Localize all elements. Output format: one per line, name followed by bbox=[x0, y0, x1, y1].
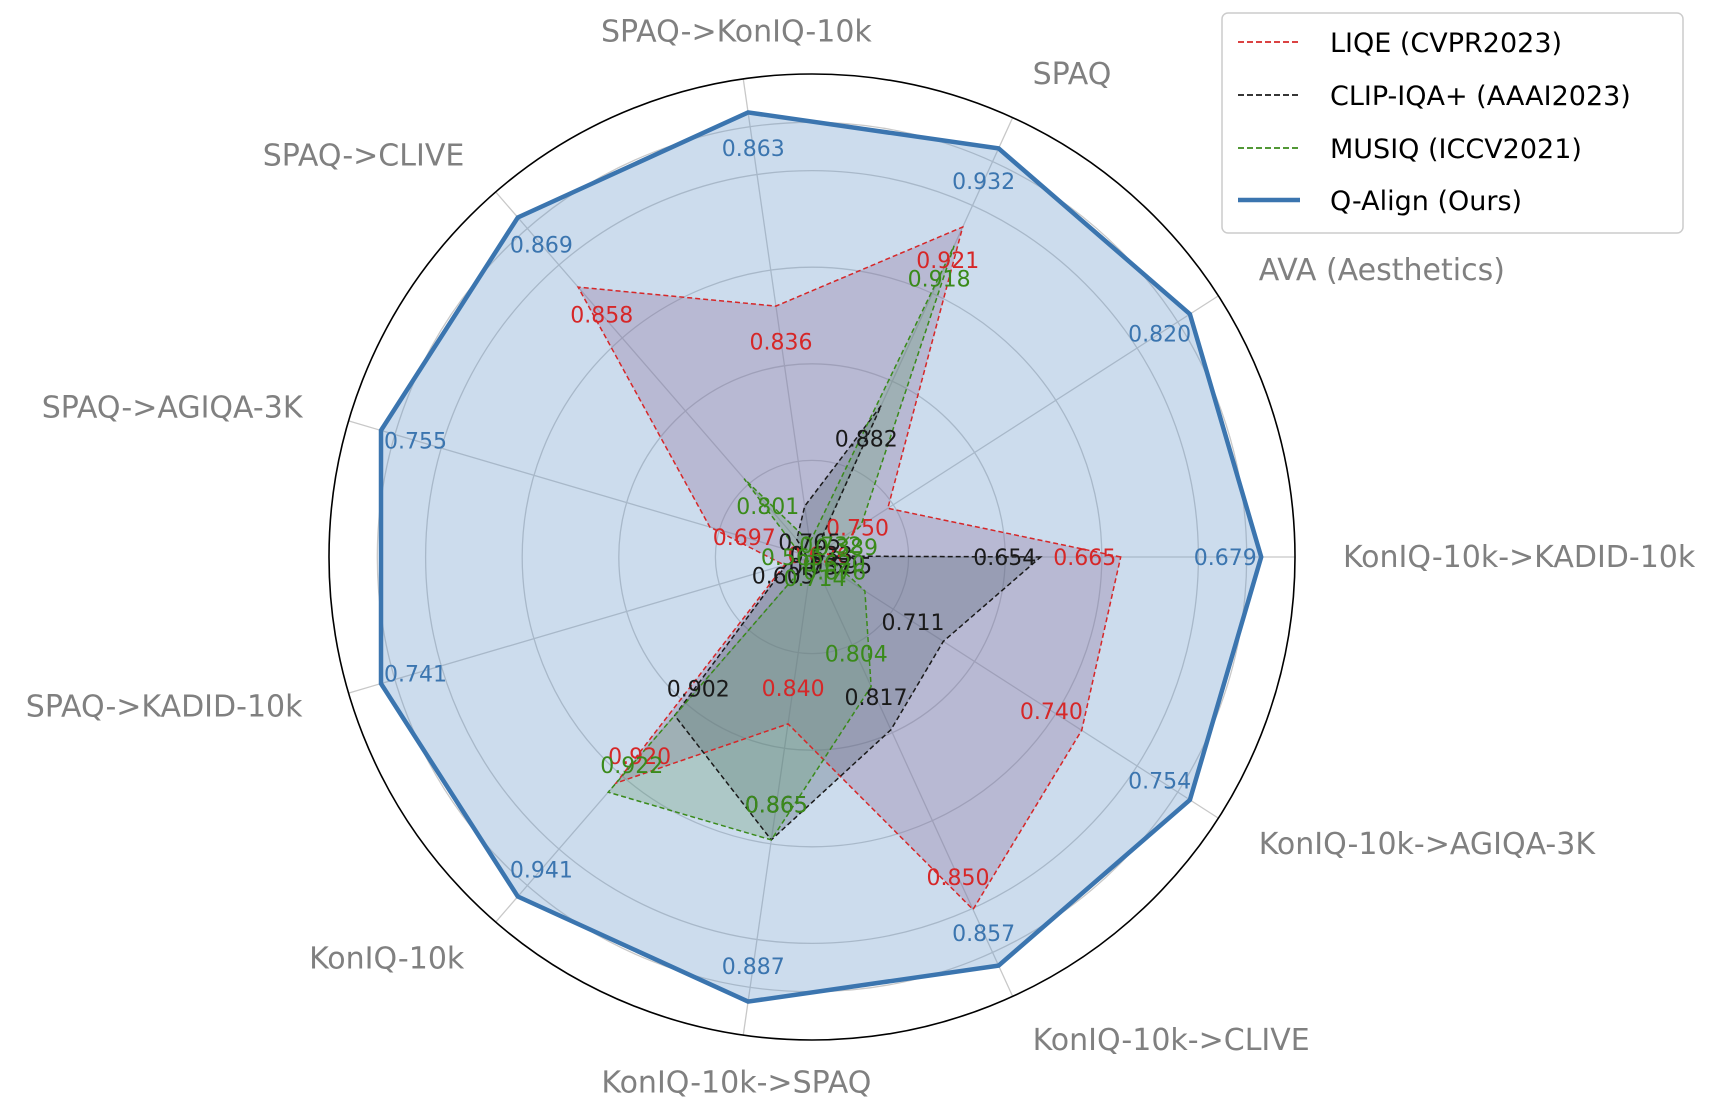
outer-frame bbox=[328, 73, 1296, 1041]
series-fill-q-align-ours bbox=[381, 112, 1262, 1002]
value-label-clip-iqa-aaai2023-spaq-koniq-10k: 0.765 bbox=[778, 531, 841, 556]
value-label-musiq-iccv2021-koniq-10k-kadid-10k: 0.565 bbox=[761, 546, 824, 571]
value-label-musiq-iccv2021-spaq-koniq-10k: 0.714 bbox=[784, 567, 847, 592]
value-label-liqe-cvpr2023-spaq-kadid-10k: 0.636 bbox=[788, 544, 851, 569]
value-label-clip-iqa-aaai2023-spaq: 0.882 bbox=[835, 427, 898, 452]
axis-line-koniq-10k-spaq bbox=[742, 556, 813, 1036]
value-label-q-align-ours-spaq-koniq-10k: 0.863 bbox=[722, 137, 785, 162]
value-label-clip-iqa-aaai2023-spaq-agiqa-3k: 0.595 bbox=[809, 554, 872, 579]
axis-label-koniq-10k-spaq: KonIQ-10k->SPAQ bbox=[601, 1066, 871, 1098]
axis-label-spaq-agiqa-3k: SPAQ->AGIQA-3K bbox=[42, 390, 304, 425]
value-label-liqe-cvpr2023-koniq-10k: 0.920 bbox=[608, 745, 671, 770]
axis-label-spaq: SPAQ bbox=[1033, 57, 1112, 92]
value-label-clip-iqa-aaai2023-koniq-10k-spaq: 0.865 bbox=[745, 793, 808, 818]
value-label-clip-iqa-aaai2023-koniq-10k-clive: 0.817 bbox=[845, 686, 908, 711]
value-label-q-align-ours-ava-aesthetics: 0.820 bbox=[1128, 323, 1191, 348]
value-label-musiq-iccv2021-koniq-10k-clive: 0.804 bbox=[825, 643, 888, 668]
value-label-musiq-iccv2021-spaq-kadid-10k: 0.389 bbox=[815, 536, 878, 561]
value-label-musiq-iccv2021-ava-aesthetics: 0.732 bbox=[799, 534, 862, 559]
series-line-liqe-cvpr2023 bbox=[576, 225, 1122, 911]
series-line-clip-iqa-aaai2023 bbox=[673, 405, 1043, 842]
legend-label-liqe: LIQE (CVPR2023) bbox=[1330, 28, 1562, 59]
legend-label-musiq: MUSIQ (ICCV2021) bbox=[1330, 134, 1582, 165]
series-lines bbox=[378, 110, 1264, 1004]
axis-label-koniq-10k: KonIQ-10k bbox=[309, 941, 465, 976]
value-label-liqe-cvpr2023-koniq-10k-agiqa-3k: 0.740 bbox=[1020, 700, 1083, 725]
value-label-q-align-ours-spaq-agiqa-3k: 0.755 bbox=[384, 430, 447, 455]
value-label-liqe-cvpr2023-ava-aesthetics: 0.750 bbox=[826, 517, 889, 542]
axis-line-spaq-clive bbox=[495, 191, 813, 558]
legend: LIQE (CVPR2023) CLIP-IQA+ (AAAI2023) MUS… bbox=[1221, 12, 1684, 234]
value-label-liqe-cvpr2023-koniq-10k-clive: 0.850 bbox=[927, 866, 990, 891]
axis-line-spaq-kadid-10k bbox=[348, 556, 813, 694]
value-label-clip-iqa-aaai2023-spaq-kadid-10k: 0.633 bbox=[790, 543, 853, 568]
axis-line-koniq-10k-clive bbox=[811, 556, 1014, 997]
value-label-liqe-cvpr2023-spaq: 0.921 bbox=[916, 249, 979, 274]
value-label-musiq-iccv2021-koniq-10k-spaq: 0.865 bbox=[745, 793, 808, 818]
axis-label-koniq-10k-agiqa-3k: KonIQ-10k->AGIQA-3K bbox=[1259, 827, 1597, 862]
axis-line-ava-aesthetics bbox=[811, 295, 1219, 558]
value-label-liqe-cvpr2023-spaq-clive: 0.858 bbox=[570, 303, 633, 328]
series-fill-musiq-iccv2021 bbox=[608, 245, 955, 840]
value-label-musiq-iccv2021-koniq-10k: 0.922 bbox=[600, 754, 663, 779]
value-label-liqe-cvpr2023-koniq-10k-kadid-10k: 0.665 bbox=[1053, 546, 1116, 571]
axis-label-spaq-kadid-10k: SPAQ->KADID-10k bbox=[26, 690, 303, 725]
axis-label-ava-aesthetics: AVA (Aesthetics) bbox=[1259, 253, 1505, 288]
axis-label-koniq-10k-clive: KonIQ-10k->CLIVE bbox=[1033, 1023, 1310, 1058]
series-line-musiq-iccv2021 bbox=[606, 245, 955, 841]
value-label-musiq-iccv2021-spaq: 0.918 bbox=[908, 268, 971, 293]
legend-label-clip-iqa: CLIP-IQA+ (AAAI2023) bbox=[1330, 81, 1631, 112]
value-label-q-align-ours-spaq-clive: 0.869 bbox=[510, 234, 573, 259]
value-label-clip-iqa-aaai2023-koniq-10k-kadid-10k: 0.654 bbox=[973, 546, 1036, 571]
series-fills bbox=[381, 112, 1262, 1002]
value-label-q-align-ours-spaq-kadid-10k: 0.741 bbox=[384, 662, 447, 687]
value-labels: 0.665 0.750 0.921 0.836 0.858 0.697 0.636 0.920… bbox=[384, 137, 1257, 980]
value-label-liqe-cvpr2023-spaq-agiqa-3k: 0.697 bbox=[713, 526, 776, 551]
value-label-clip-iqa-aaai2023-spaq-clive: 0.737 bbox=[789, 556, 852, 581]
value-label-liqe-cvpr2023-spaq-koniq-10k: 0.836 bbox=[750, 331, 813, 356]
value-label-clip-iqa-aaai2023-koniq-10k: 0.902 bbox=[667, 677, 730, 702]
value-label-q-align-ours-spaq: 0.932 bbox=[952, 170, 1015, 195]
value-label-liqe-cvpr2023-koniq-10k-spaq: 0.840 bbox=[762, 677, 825, 702]
value-label-clip-iqa-aaai2023-koniq-10k-agiqa-3k: 0.711 bbox=[882, 611, 945, 636]
axis-line-koniq-10k-agiqa-3k bbox=[811, 556, 1219, 819]
axis-line-spaq-koniq-10k bbox=[742, 78, 813, 558]
axis-label-spaq-koniq-10k: SPAQ->KonIQ-10k bbox=[601, 14, 872, 49]
value-label-musiq-iccv2021-spaq-clive: 0.801 bbox=[736, 495, 799, 520]
axis-line-spaq-agiqa-3k bbox=[348, 420, 813, 558]
value-label-q-align-ours-koniq-10k-agiqa-3k: 0.754 bbox=[1128, 769, 1191, 794]
value-label-q-align-ours-koniq-10k-clive: 0.857 bbox=[952, 922, 1015, 947]
value-label-musiq-iccv2021-koniq-10k-agiqa-3k: 0.676 bbox=[803, 561, 866, 586]
value-label-musiq-iccv2021-spaq-agiqa-3k: 0.620 bbox=[803, 553, 866, 578]
series-line-q-align-ours bbox=[378, 110, 1264, 1004]
legend-box bbox=[1221, 12, 1684, 234]
series-fill-liqe-cvpr2023 bbox=[578, 227, 1121, 910]
legend-label-q-align: Q-Align (Ours) bbox=[1330, 186, 1522, 217]
axis-label-koniq-10k-kadid-10k: KonIQ-10k->KADID-10k bbox=[1343, 540, 1696, 575]
value-label-q-align-ours-koniq-10k: 0.941 bbox=[510, 858, 573, 883]
value-label-q-align-ours-koniq-10k-spaq: 0.887 bbox=[722, 955, 785, 980]
value-label-q-align-ours-koniq-10k-kadid-10k: 0.679 bbox=[1194, 546, 1257, 571]
axis-labels: KonIQ-10k->KADID-10k AVA (Aesthetics) SPAQ… bbox=[26, 14, 1696, 1098]
axis-label-spaq-clive: SPAQ->CLIVE bbox=[263, 139, 465, 174]
value-label-clip-iqa-aaai2023-ava-aesthetics: 0.605 bbox=[752, 564, 815, 589]
